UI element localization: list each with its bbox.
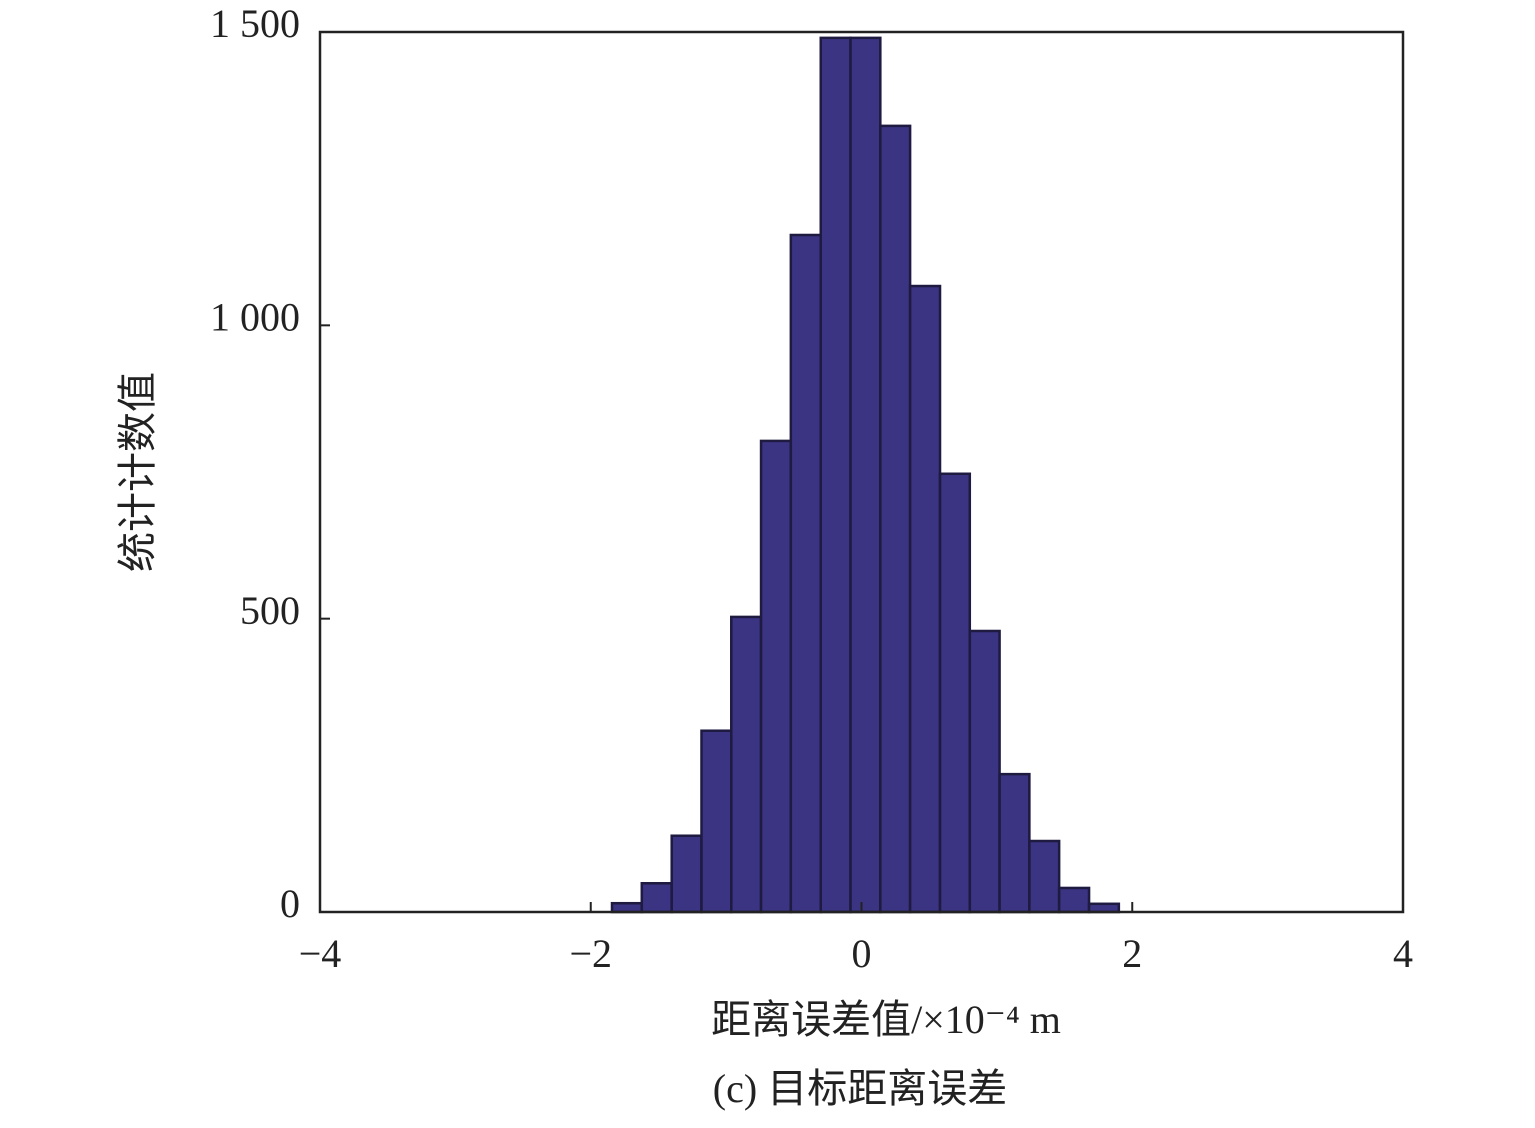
bar xyxy=(1028,839,1061,914)
bar xyxy=(968,629,1001,914)
x-axis-label: 距离误差值/×10⁻⁴ m xyxy=(711,997,1061,1042)
bar xyxy=(730,615,763,914)
bar xyxy=(849,36,882,914)
bar xyxy=(819,36,852,914)
bar xyxy=(998,772,1031,914)
bar xyxy=(700,729,733,914)
bar xyxy=(938,472,972,914)
bar xyxy=(759,439,793,914)
bar xyxy=(610,901,644,914)
bar xyxy=(789,233,823,914)
y-tick-label: 1 500 xyxy=(210,1,300,46)
plot-frame xyxy=(318,30,1405,914)
y-tick-label: 0 xyxy=(280,881,300,926)
bar xyxy=(879,124,912,914)
x-tick-label: 4 xyxy=(1393,931,1413,976)
x-tick-label: −2 xyxy=(569,931,612,976)
y-axis-label: 统计计数值 xyxy=(115,372,160,572)
y-tick-label: 1 000 xyxy=(210,295,300,340)
caption: (c) 目标距离误差 xyxy=(713,1066,1007,1111)
y-tick-label: 500 xyxy=(240,588,300,633)
bar xyxy=(670,834,703,914)
bar xyxy=(640,882,673,914)
x-tick-label: −4 xyxy=(299,931,342,976)
bar xyxy=(908,284,942,914)
bar xyxy=(1057,886,1091,914)
x-tick-label: 2 xyxy=(1122,931,1142,976)
x-tick-label: 0 xyxy=(852,931,872,976)
